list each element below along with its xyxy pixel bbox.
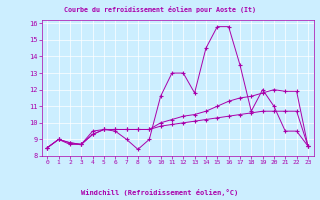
Text: Windchill (Refroidissement éolien,°C): Windchill (Refroidissement éolien,°C) — [81, 189, 239, 196]
Text: Courbe du refroidissement éolien pour Aoste (It): Courbe du refroidissement éolien pour Ao… — [64, 6, 256, 13]
